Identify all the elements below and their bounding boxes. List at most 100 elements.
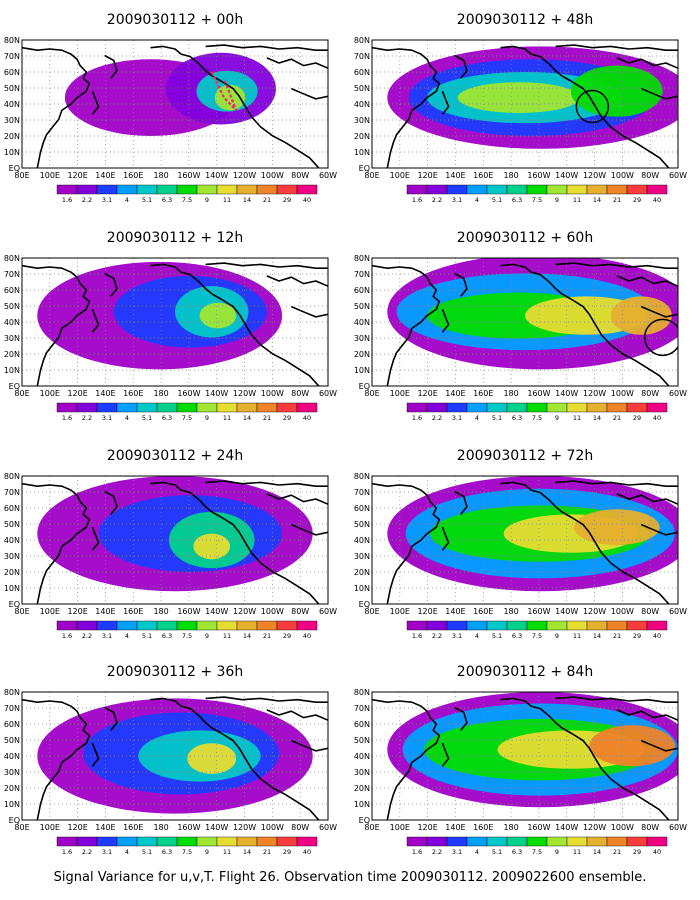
colorbar-swatch bbox=[546, 620, 568, 631]
colorbar-label: 6.3 bbox=[512, 414, 522, 422]
lon-tick-label: 160W bbox=[177, 823, 200, 832]
lon-tick-label: 60W bbox=[319, 607, 337, 616]
colorbar-label: 1.6 bbox=[412, 196, 422, 204]
colorbar-swatch bbox=[56, 620, 78, 631]
coastline bbox=[266, 275, 328, 287]
coastline bbox=[290, 305, 328, 318]
coastline bbox=[205, 44, 328, 51]
colorbar-swatch bbox=[136, 620, 158, 631]
lat-tick-label: 20N bbox=[4, 350, 20, 359]
variance-shading bbox=[199, 302, 237, 329]
lon-tick-label: 160W bbox=[527, 607, 550, 616]
coastline bbox=[205, 696, 328, 703]
lon-tick-label: 140E bbox=[445, 823, 465, 832]
colorbar-swatch bbox=[606, 184, 628, 195]
lat-tick-label: 10N bbox=[354, 584, 370, 593]
lon-tick-label: 100W bbox=[611, 171, 634, 180]
lon-tick-label: 100W bbox=[261, 171, 284, 180]
lat-tick-label: 10N bbox=[4, 584, 20, 593]
map-area bbox=[22, 692, 328, 820]
colorbar-label: 3.1 bbox=[102, 414, 112, 422]
coastline bbox=[104, 54, 118, 79]
lat-tick-label: 80N bbox=[4, 472, 20, 481]
coastline bbox=[500, 481, 670, 604]
lat-tick-label: 70N bbox=[4, 488, 20, 497]
colorbar-label: 40 bbox=[653, 196, 661, 204]
coastline bbox=[22, 46, 91, 168]
colorbar-swatch bbox=[426, 620, 448, 631]
colorbar-swatch bbox=[256, 836, 278, 847]
lon-tick-label: 140E bbox=[445, 171, 465, 180]
lat-tick-label: 40N bbox=[354, 752, 370, 761]
colorbar-swatch bbox=[486, 836, 508, 847]
colorbar-swatch bbox=[646, 836, 668, 847]
lon-tick-label: 80E bbox=[14, 171, 29, 180]
lat-tick-label: 70N bbox=[4, 52, 20, 61]
lat-tick-label: 60N bbox=[4, 68, 20, 77]
lat-tick-label: 50N bbox=[4, 84, 20, 93]
variance-shading bbox=[573, 509, 660, 546]
coastline bbox=[372, 698, 441, 820]
lon-tick-label: 120E bbox=[67, 823, 87, 832]
colorbar-label: 6.3 bbox=[512, 632, 522, 640]
lon-tick-label: 180 bbox=[503, 389, 518, 398]
map-panel-0h: 2009030112 + 00h 80N 70N 60N 50N 40N 30N 20N 10N… bbox=[4, 12, 337, 204]
colorbar-label: 14 bbox=[243, 848, 251, 856]
colorbar-label: 29 bbox=[283, 196, 291, 204]
lat-tick-label: 60N bbox=[4, 286, 20, 295]
lon-tick-label: 140W bbox=[555, 389, 578, 398]
lon-tick-label: 120E bbox=[417, 171, 437, 180]
colorbar-swatch bbox=[76, 620, 98, 631]
lat-tick-label: EQ bbox=[359, 600, 370, 609]
colorbar-swatch bbox=[136, 836, 158, 847]
map-frame bbox=[21, 475, 329, 605]
lat-tick-label: 20N bbox=[354, 350, 370, 359]
lon-tick-label: 80E bbox=[364, 823, 379, 832]
lon-tick-label: 180 bbox=[503, 171, 518, 180]
lat-tick-label: 30N bbox=[4, 552, 20, 561]
lat-tick-label: 40N bbox=[4, 536, 20, 545]
colorbar-swatch bbox=[546, 402, 568, 413]
lon-tick-label: 120W bbox=[233, 389, 256, 398]
colorbar-swatch bbox=[176, 620, 198, 631]
coastline bbox=[500, 263, 670, 386]
colorbar-swatch bbox=[116, 620, 138, 631]
colorbar-label: 1.6 bbox=[62, 848, 72, 856]
colorbar-label: 14 bbox=[593, 196, 601, 204]
lat-tick-label: EQ bbox=[9, 382, 20, 391]
colorbar-label: 40 bbox=[653, 632, 661, 640]
lon-tick-label: 60W bbox=[669, 389, 687, 398]
colorbar-swatch bbox=[136, 402, 158, 413]
lat-tick-label: 30N bbox=[354, 334, 370, 343]
colorbar-swatch bbox=[96, 402, 118, 413]
lat-tick-label: 20N bbox=[354, 568, 370, 577]
colorbar-label: 9 bbox=[555, 196, 559, 204]
lon-tick-label: 140E bbox=[445, 389, 465, 398]
colorbar-label: 5.1 bbox=[142, 632, 152, 640]
coastline bbox=[22, 482, 91, 604]
panel-title: 2009030112 + 24h bbox=[107, 448, 243, 464]
coastline bbox=[500, 45, 670, 168]
colorbar-label: 40 bbox=[303, 196, 311, 204]
map-panel-24h: 2009030112 + 24h 80N 70N 60N 50N 40N 30N 20N 10N… bbox=[4, 448, 337, 640]
lon-tick-label: 120W bbox=[233, 607, 256, 616]
lon-tick-label: 140E bbox=[445, 607, 465, 616]
coastline bbox=[91, 742, 100, 767]
colorbar-swatch bbox=[406, 620, 428, 631]
lon-tick-label: 100E bbox=[390, 607, 410, 616]
colorbar-label: 5.1 bbox=[142, 414, 152, 422]
colorbar-swatch bbox=[176, 184, 198, 195]
colorbar-label: 1.6 bbox=[62, 196, 72, 204]
lat-tick-label: 40N bbox=[354, 536, 370, 545]
lon-tick-label: 160E bbox=[123, 823, 143, 832]
colorbar-label: 3.1 bbox=[102, 196, 112, 204]
lat-tick-label: 80N bbox=[354, 472, 370, 481]
colorbar-label: 40 bbox=[653, 414, 661, 422]
colorbar-label: 6.3 bbox=[162, 196, 172, 204]
lat-tick-label: 50N bbox=[4, 302, 20, 311]
map-panel-60h: 2009030112 + 60h 80N 70N 60N 50N 40N 30N 20N 10N… bbox=[354, 230, 687, 422]
coastline bbox=[150, 45, 320, 168]
colorbar-label: 7.5 bbox=[532, 414, 542, 422]
lon-tick-label: 140W bbox=[205, 171, 228, 180]
coastline bbox=[640, 305, 678, 318]
